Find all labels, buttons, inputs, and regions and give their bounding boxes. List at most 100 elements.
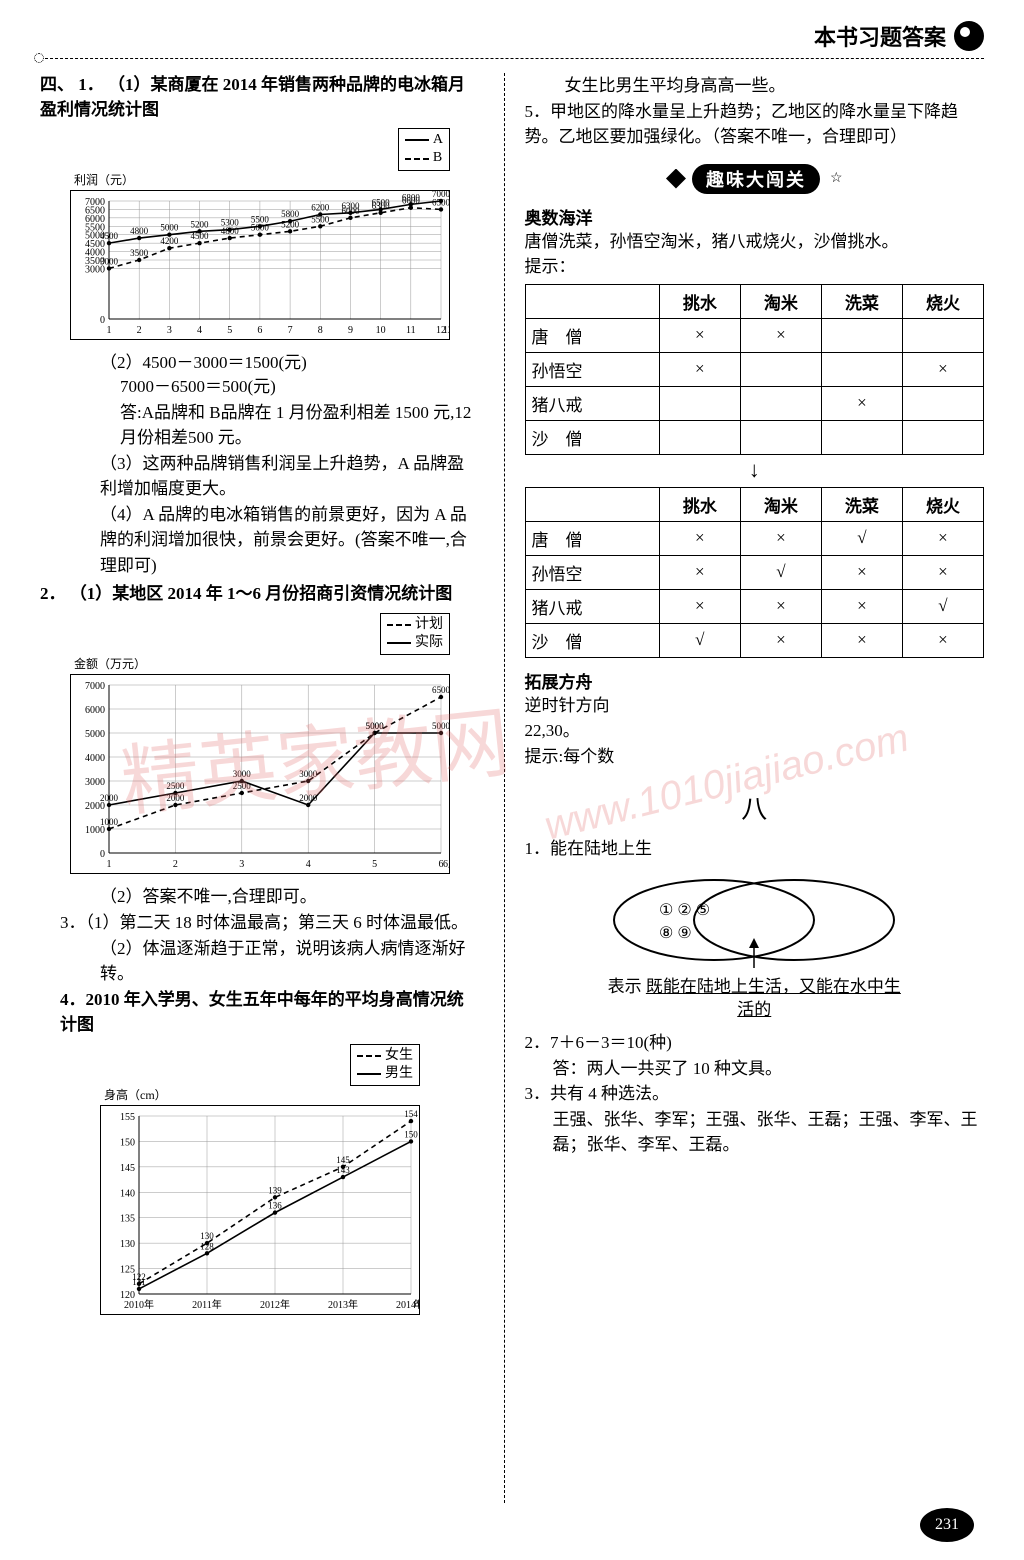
- svg-text:6月份: 6月份: [443, 858, 450, 870]
- svg-text:5000: 5000: [85, 729, 105, 740]
- svg-text:150: 150: [404, 1129, 418, 1139]
- q1-2c: 答:A品牌和 B品牌在 1 月份盈利相差 1500 元,12 月份相差500 元…: [40, 400, 480, 451]
- svg-text:3: 3: [167, 325, 172, 336]
- svg-text:2013年: 2013年: [328, 1298, 358, 1311]
- aoshu-heading: 奥数海洋: [525, 204, 984, 229]
- svg-text:8: 8: [318, 325, 323, 336]
- chart1-legend-b: B: [433, 149, 442, 167]
- star-icon: ☆: [830, 170, 843, 187]
- svg-text:12月份: 12月份: [443, 324, 450, 336]
- svg-text:2010年: 2010年: [124, 1298, 154, 1311]
- cartoon-head-icon: [954, 21, 984, 51]
- top-line-1: 女生比男生平均身高高一些。: [525, 73, 984, 99]
- svg-text:5200: 5200: [281, 219, 300, 229]
- q1-title: （1）某商厦在 2014 年销售两种品牌的电冰箱月盈利情况统计图: [40, 75, 465, 119]
- q2-title: （1）某地区 2014 年 1～6 月份招商引资情况统计图: [70, 584, 453, 603]
- chart-3-container: 女生 男生 身高（cm） 120125130135140145150155201…: [100, 1042, 430, 1320]
- chart-1-container: A B 利润（元） 030003500400045005000550060006…: [70, 126, 460, 344]
- banner-pill: 趣味大闯关: [692, 164, 820, 194]
- eight-q2b: 答：两人一共买了 10 种文具。: [525, 1056, 984, 1082]
- svg-text:2500: 2500: [166, 781, 185, 791]
- q1-number: 1．: [78, 75, 104, 94]
- chart-2-legend: 计划 实际: [380, 613, 450, 655]
- down-arrow-icon: ↓: [525, 457, 984, 483]
- tuozhan-heading: 拓展方舟: [525, 668, 984, 693]
- chart-2-svg: 0100020003000400050006000700012345610002…: [70, 674, 450, 874]
- svg-text:4500: 4500: [191, 231, 210, 241]
- q1-3: （3）这两种品牌销售利润呈上升趋势，A 品牌盈利增加幅度更大。: [40, 451, 480, 502]
- svg-text:6000: 6000: [85, 705, 105, 716]
- chart3-legend-boy: 男生: [385, 1065, 413, 1083]
- svg-text:6000: 6000: [341, 206, 360, 216]
- right-column: 女生比男生平均身高高一些。 5．甲地区的降水量呈上升趋势；乙地区的降水量呈下降趋…: [525, 73, 984, 1503]
- q4-title: 4．2010 年入学男、女生五年中每年的平均身高情况统计图: [40, 987, 480, 1038]
- svg-text:135: 135: [120, 1214, 135, 1225]
- svg-text:5500: 5500: [311, 214, 330, 224]
- svg-text:145: 145: [120, 1163, 135, 1174]
- svg-text:136: 136: [268, 1201, 282, 1211]
- svg-text:1: 1: [107, 859, 112, 870]
- venn-diagram: ① ② ⑤ ⑧ ⑨ 表示 既能在陆地上生活，又能在水中生活的: [604, 870, 904, 1023]
- left-column: 四、 1． （1）某商厦在 2014 年销售两种品牌的电冰箱月盈利情况统计图 A…: [40, 73, 480, 1503]
- svg-text:5000: 5000: [432, 721, 450, 731]
- chart-1-legend: A B: [398, 128, 450, 170]
- svg-text:2000: 2000: [299, 793, 318, 803]
- svg-text:139: 139: [268, 1185, 282, 1195]
- chart-3-legend: 女生 男生: [350, 1044, 420, 1086]
- svg-text:2011年: 2011年: [192, 1298, 222, 1311]
- chart-1-svg: 0300035004000450050005500600065007000123…: [70, 190, 450, 340]
- tuozhan-line3: 提示:每个数: [525, 744, 984, 770]
- logic-table-1: 挑水淘米洗菜烧火唐 僧××孙悟空××猪八戒×沙 僧: [525, 284, 984, 455]
- svg-text:2: 2: [173, 859, 178, 870]
- svg-text:1: 1: [107, 325, 112, 336]
- eight-q3a: 3．共有 4 种选法。: [525, 1081, 984, 1107]
- eight-q2a: 2．7＋6－3＝10(种): [525, 1030, 984, 1056]
- svg-text:121: 121: [132, 1277, 146, 1287]
- aoshu-line1: 唐僧洗菜，孙悟空淘米，猪八戒烧火，沙僧挑水。: [525, 229, 984, 255]
- page-number-badge: 231: [920, 1508, 974, 1542]
- column-divider: [504, 73, 505, 1503]
- svg-text:年份: 年份: [413, 1298, 420, 1311]
- svg-text:4200: 4200: [160, 236, 179, 246]
- chart1-legend-a: A: [433, 131, 443, 149]
- tuozhan-line1: 逆时针方向: [525, 693, 984, 719]
- chart-2-container: 计划 实际 金额（万元） 010002000300040005000600070…: [70, 611, 460, 879]
- q1-4: （4）A 品牌的电冰箱销售的前景更好，因为 A 品牌的利润增加很快，前景会更好。…: [40, 502, 480, 579]
- svg-text:6: 6: [257, 325, 262, 336]
- venn-caption-prefix: 表示: [608, 977, 642, 996]
- chart2-legend-plan: 计划: [415, 616, 443, 634]
- venn-caption-text: 既能在陆地上生活，又能在水中生活的: [646, 977, 901, 1020]
- svg-text:9: 9: [348, 325, 353, 336]
- svg-text:154: 154: [404, 1109, 418, 1119]
- svg-text:1000: 1000: [100, 817, 119, 827]
- svg-text:145: 145: [336, 1155, 350, 1165]
- q5-text: 5．甲地区的降水量呈上升趋势；乙地区的降水量呈下降趋势。乙地区要加强绿化。（答案…: [525, 99, 984, 150]
- svg-text:3500: 3500: [130, 248, 149, 258]
- svg-text:130: 130: [120, 1239, 135, 1250]
- svg-text:5000: 5000: [160, 222, 179, 232]
- section-4-label: 四、: [40, 75, 74, 94]
- svg-text:6600: 6600: [402, 195, 421, 205]
- svg-text:4500: 4500: [100, 231, 119, 241]
- svg-text:5000: 5000: [251, 222, 270, 232]
- svg-text:4: 4: [306, 859, 311, 870]
- eight-q1: 1．能在陆地上生: [525, 836, 984, 862]
- svg-text:10: 10: [376, 325, 386, 336]
- venn-left-nums: ① ② ⑤: [659, 902, 710, 919]
- svg-text:3000: 3000: [299, 769, 318, 779]
- svg-text:5000: 5000: [366, 721, 385, 731]
- chart1-y-label: 利润（元）: [74, 171, 460, 188]
- svg-text:6200: 6200: [311, 202, 330, 212]
- svg-text:0: 0: [100, 315, 105, 326]
- svg-text:7: 7: [288, 325, 293, 336]
- q3-1: 3．（1）第二天 18 时体温最高；第三天 6 时体温最低。: [40, 910, 480, 936]
- svg-text:5800: 5800: [281, 209, 300, 219]
- svg-text:4800: 4800: [130, 226, 149, 236]
- svg-text:4: 4: [197, 325, 202, 336]
- svg-text:7000: 7000: [85, 197, 105, 208]
- svg-text:4800: 4800: [221, 226, 240, 236]
- header-dashed-rule: [40, 58, 984, 59]
- svg-text:0: 0: [100, 849, 105, 860]
- leaf-icon: [666, 169, 686, 189]
- logic-table-2: 挑水淘米洗菜烧火唐 僧××√×孙悟空×√××猪八戒×××√沙 僧√×××: [525, 487, 984, 658]
